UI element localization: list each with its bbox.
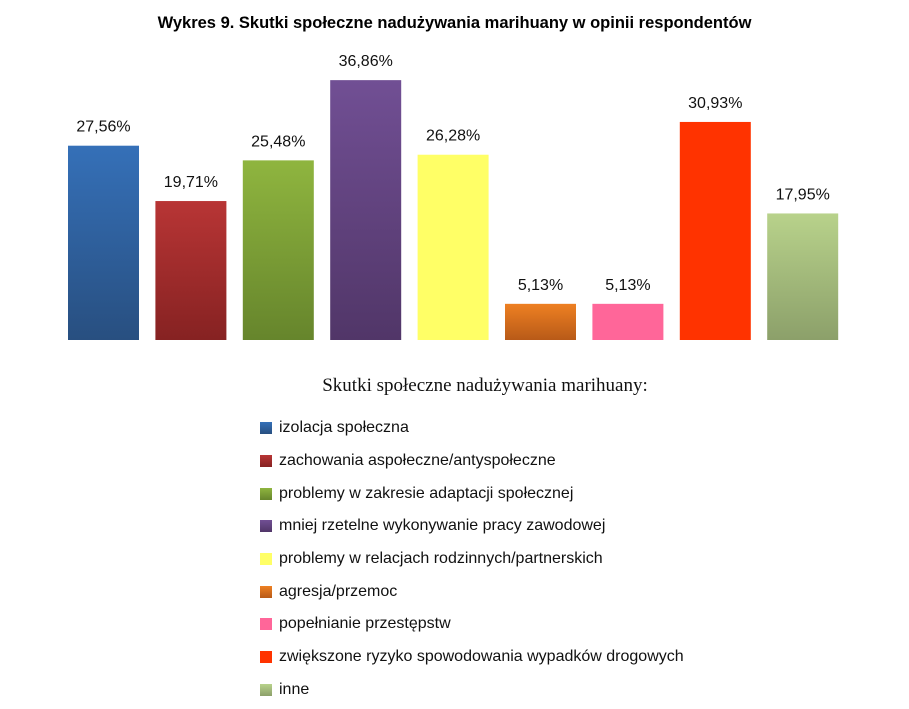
legend-item: agresja/przemoc — [260, 575, 684, 608]
chart-title: Wykres 9. Skutki społeczne nadużywania m… — [157, 14, 752, 32]
bar — [505, 303, 576, 340]
legend-swatch — [260, 422, 272, 435]
legend-item: problemy w zakresie adaptacji społecznej — [260, 477, 684, 510]
legend-swatch — [260, 487, 272, 500]
legend-item: zwiększone ryzyko spowodowania wypadków … — [260, 641, 684, 674]
bar — [155, 201, 227, 340]
legend-label: problemy w zakresie adaptacji społecznej — [279, 484, 574, 502]
bar — [767, 213, 839, 340]
data-label: 25,48% — [251, 133, 305, 150]
legend-item: problemy w relacjach rodzinnych/partners… — [260, 543, 684, 576]
legend-swatch — [260, 618, 272, 631]
bar — [330, 80, 402, 341]
data-label: 27,56% — [76, 119, 130, 136]
bar — [68, 145, 139, 340]
data-label: 30,93% — [688, 95, 742, 112]
legend-item: inne — [260, 674, 684, 707]
legend-swatch — [260, 553, 272, 566]
data-label: 17,95% — [776, 186, 830, 203]
legend-label: inne — [279, 680, 310, 698]
legend-item: izolacja społeczna — [260, 412, 684, 445]
legend-label: mniej rzetelne wykonywanie pracy zawodow… — [279, 517, 606, 535]
data-label: 19,71% — [164, 174, 218, 191]
legend-label: zachowania aspołeczne/antyspołeczne — [279, 452, 556, 470]
legend: izolacja społeczna zachowania aspołeczne/… — [260, 412, 684, 706]
legend-item: zachowania aspołeczne/antyspołeczne — [260, 445, 684, 478]
bar — [242, 160, 314, 340]
legend-item: popełnianie przestępstw — [260, 608, 684, 641]
bar — [679, 121, 751, 340]
legend-swatch — [260, 585, 272, 598]
legend-item: mniej rzetelne wykonywanie pracy zawodow… — [260, 510, 684, 543]
legend-swatch — [260, 651, 272, 664]
bar — [417, 154, 489, 340]
data-label: 5,13% — [518, 277, 563, 294]
bar — [592, 303, 664, 340]
legend-swatch — [260, 520, 272, 533]
data-label: 26,28% — [426, 128, 480, 145]
legend-swatch — [260, 683, 272, 696]
data-label: 5,13% — [605, 277, 650, 294]
bar-chart: 27,56% 19,71% 25,48% 36,86% 26,28% 5,13% 5,13%… — [68, 53, 839, 341]
data-label: 36,86% — [339, 53, 393, 70]
legend-swatch — [260, 455, 272, 468]
legend-title: Skutki społeczne nadużywania marihuany: — [322, 375, 648, 396]
legend-label: agresja/przemoc — [279, 582, 398, 600]
legend-label: popełnianie przestępstw — [279, 615, 451, 633]
legend-label: zwiększone ryzyko spowodowania wypadków … — [279, 648, 684, 666]
legend-label: problemy w relacjach rodzinnych/partners… — [279, 550, 603, 568]
legend-label: izolacja społeczna — [279, 419, 409, 437]
